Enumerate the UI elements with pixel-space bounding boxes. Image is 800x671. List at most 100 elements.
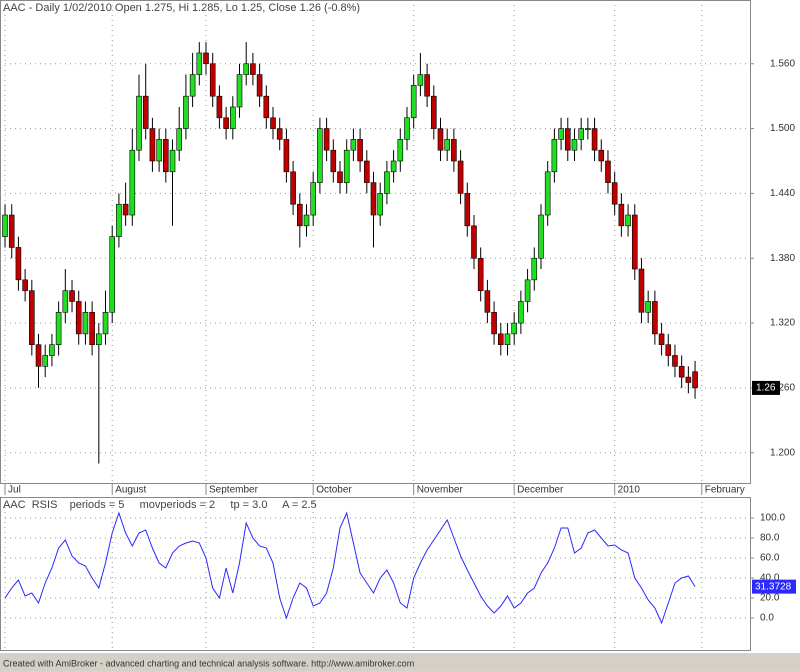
candle-body: [62, 290, 69, 313]
candle-body: [163, 139, 169, 173]
candle-body: [2, 214, 8, 237]
x-tick-label: September: [209, 485, 259, 496]
candle-body: [290, 171, 296, 205]
candle-body: [122, 203, 129, 216]
candle-body: [672, 355, 678, 367]
candle-body: [564, 128, 571, 151]
candle-body: [310, 182, 316, 216]
candle-body: [276, 128, 283, 140]
y-tick-label: 1.440: [770, 188, 795, 199]
candle-body: [417, 74, 424, 86]
candle-body: [209, 63, 216, 97]
candle-body: [35, 344, 42, 367]
x-tick-label: Jul: [8, 485, 21, 496]
candle-body: [424, 74, 430, 97]
candle-body: [317, 128, 323, 183]
candle-body: [451, 139, 457, 162]
candle-body: [149, 128, 156, 162]
candle-body: [129, 149, 136, 216]
candle-body: [430, 95, 437, 129]
candle-body: [243, 63, 250, 75]
rsi-panel: [0, 497, 751, 651]
candle-body: [102, 311, 109, 335]
candle-body: [524, 279, 531, 302]
candle-body: [611, 182, 618, 205]
rsi-line: [4, 511, 696, 625]
candle-body: [250, 63, 256, 75]
y-tick-label: 1.380: [770, 253, 795, 264]
candle-body: [491, 311, 497, 335]
candle-body: [658, 333, 665, 345]
candle-body: [377, 193, 383, 216]
last-value-label: 31.3728: [755, 581, 792, 592]
candle-body: [270, 117, 276, 129]
candle-body: [685, 376, 692, 383]
y-tick-label: 1.560: [770, 58, 795, 69]
candle-body: [15, 247, 22, 281]
candle-body: [558, 128, 564, 140]
footer: Created with AmiBroker - advanced charti…: [3, 658, 414, 668]
candle-body: [363, 160, 370, 183]
candle-body: [631, 214, 638, 270]
chart-title: AAC - Daily 1/02/2010 Open 1.275, Hi 1.2…: [3, 2, 360, 14]
candle-body: [397, 139, 404, 162]
candle-body: [169, 149, 176, 173]
candle-body: [544, 171, 551, 216]
last-value-box: [752, 579, 796, 594]
candle-body: [538, 214, 544, 259]
candle-body: [598, 149, 605, 162]
candle-body: [236, 74, 243, 108]
candle-body: [618, 203, 625, 227]
candle-body: [29, 290, 35, 345]
candle-body: [55, 311, 62, 345]
candle-body: [471, 225, 477, 259]
candle-body: [109, 236, 116, 313]
candle-body: [223, 117, 229, 129]
candle-body: [605, 160, 611, 183]
candle-body: [551, 139, 558, 173]
y-tick-label: 1.200: [770, 447, 795, 458]
candle-body: [263, 95, 270, 119]
y-tick-label: 1.500: [770, 123, 795, 134]
candle-body: [189, 74, 196, 97]
candle-body: [216, 95, 223, 119]
candle-body: [410, 85, 417, 119]
candle-body: [497, 333, 504, 345]
candle-body: [571, 139, 578, 151]
candle-body: [49, 344, 55, 356]
candle-body: [370, 182, 377, 216]
candle-body: [89, 311, 95, 345]
candle-body: [42, 355, 49, 367]
candle-body: [82, 311, 89, 335]
candle-body: [357, 139, 363, 162]
candle-body: [156, 139, 162, 162]
candle-body: [203, 52, 209, 65]
candle-body: [323, 128, 330, 151]
candle-body: [196, 52, 203, 75]
candle-body: [8, 214, 15, 248]
rsi-title: AAC RSIS periods = 5 movperiods = 2 tp =…: [3, 499, 317, 511]
candle-body: [183, 95, 189, 129]
candle-body: [504, 333, 511, 345]
y-tick-label: 0.0: [760, 613, 774, 624]
candle-body: [176, 128, 183, 151]
candle-body: [484, 290, 491, 313]
candle-body: [678, 366, 685, 378]
x-tick-label: October: [316, 485, 352, 496]
y-tick-label: 80.0: [760, 533, 780, 544]
candle-body: [136, 95, 142, 151]
x-tick-label: 2010: [618, 485, 641, 496]
candle-body: [464, 193, 471, 227]
candle-body: [75, 301, 82, 335]
last-value-box: [752, 380, 780, 395]
y-tick-label: 1.320: [770, 318, 795, 329]
x-tick-label: December: [517, 485, 564, 496]
candle-body: [625, 214, 631, 227]
candle-body: [116, 203, 122, 237]
x-tick-label: August: [115, 485, 146, 496]
y-tick-label: 1.260: [770, 383, 795, 394]
candle-body: [303, 214, 310, 227]
